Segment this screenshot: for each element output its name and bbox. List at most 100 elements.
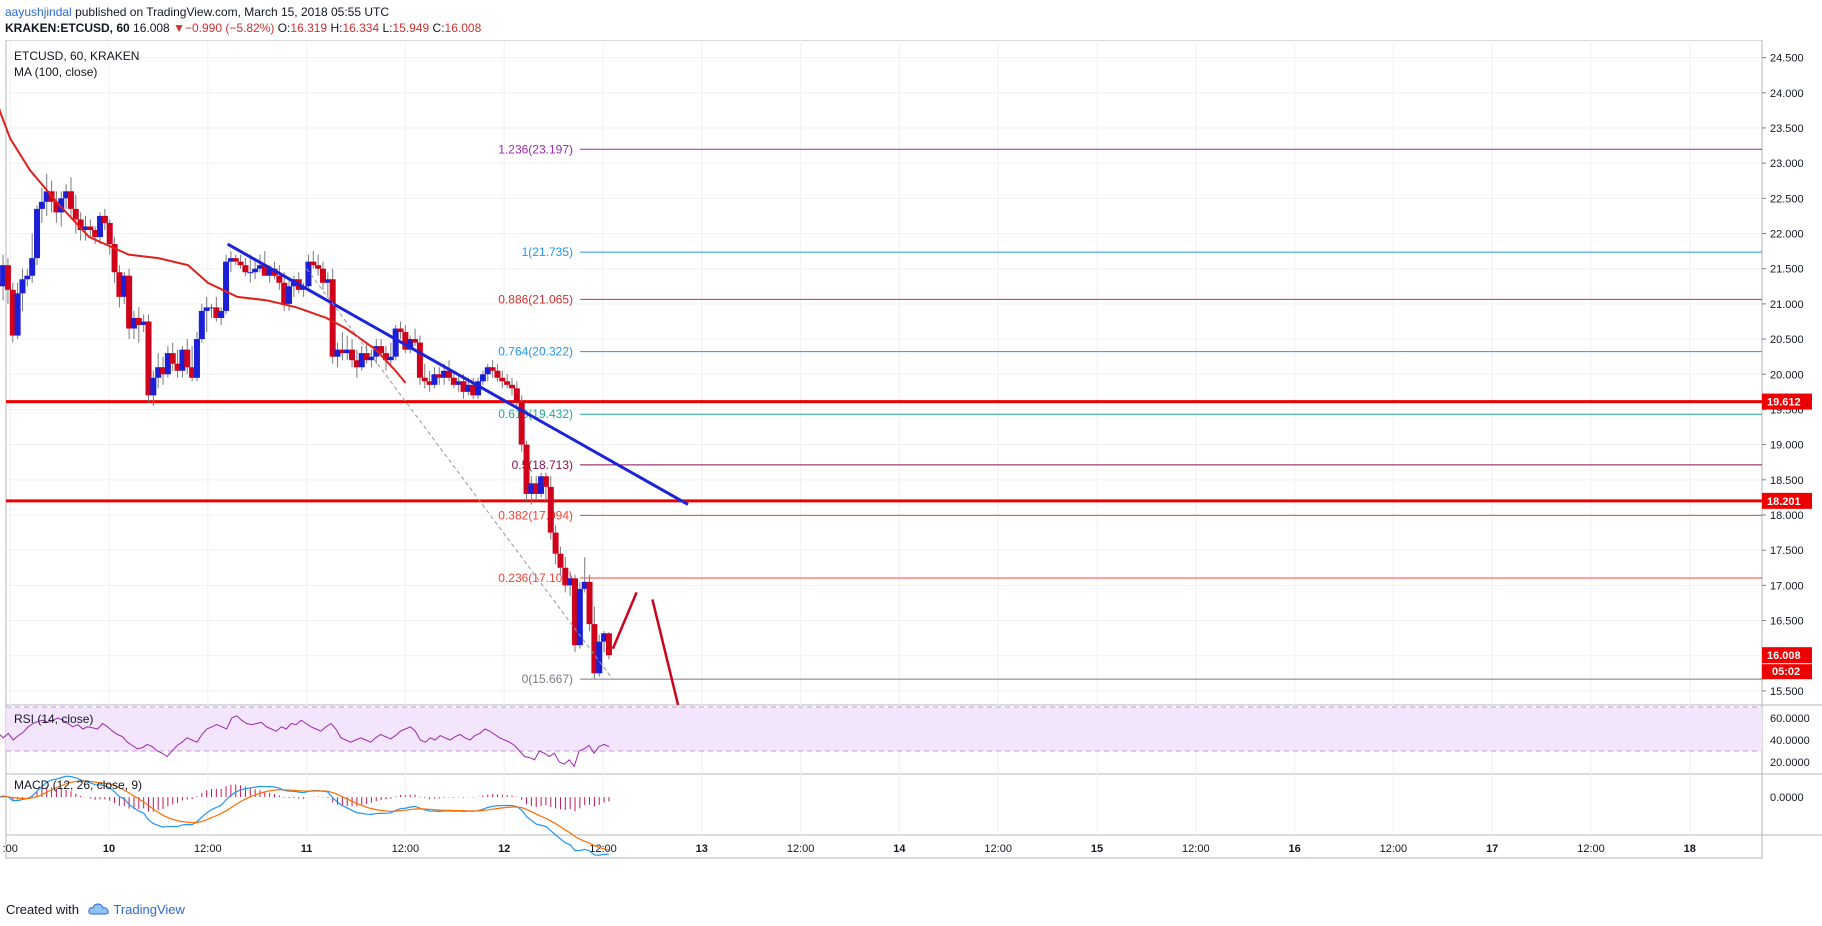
candle-down [397,328,404,333]
candle-up [223,261,230,311]
candle-up [567,578,574,586]
y-tick-label: 20.000 [1770,369,1804,381]
price-change: −0.990 (−5.82%) [184,21,275,35]
candle-up [538,476,545,494]
countdown-tag-text: 05:02 [1772,666,1800,678]
candle-down [281,282,288,304]
candle-up [19,279,26,294]
candle-down [232,258,239,262]
candle-up [97,215,104,238]
candle-down [242,265,249,273]
candle-up [0,265,7,287]
x-tick-label: 13 [696,843,708,855]
author-link[interactable]: aayushjindal [5,5,72,19]
candle-up [392,328,399,357]
candle-down [499,377,506,382]
candle-down [237,261,244,266]
price-level-tag [1762,492,1812,509]
y-tick-label: 19.000 [1770,440,1804,452]
x-tick-label: 10 [103,843,115,855]
candle-down [513,388,520,403]
candle-up [528,483,535,494]
fib-level-label: 0.764(20.322) [498,345,573,359]
candle-down [412,339,419,343]
candle-up [193,339,200,378]
candle-up [14,293,21,336]
price-level-tag-text: 18.201 [1767,496,1801,508]
ma-legend: MA (100, close) [14,65,97,79]
fib-level-label: 1(21.735) [522,245,573,259]
candle-up [130,317,137,329]
candle-down [460,381,467,392]
candle-down [92,230,99,238]
candle-down [261,265,268,276]
candle-up [34,208,41,259]
fib-level-label: 1.236(23.197) [498,142,573,156]
fib-level-label: 0.5(18.713) [512,458,573,472]
candle-down [213,307,220,318]
y-tick-label: 18.000 [1770,510,1804,522]
y-tick-label: 20.500 [1770,334,1804,346]
fib-level-label: 0.236(17.105) [498,571,573,585]
candle-up [43,191,50,202]
candle-down [67,191,74,209]
candle-down [353,360,360,368]
y-tick-label: 24.500 [1770,53,1804,65]
candle-up [29,258,36,276]
candle-down [426,381,433,385]
open-value: 16.319 [290,21,328,35]
created-with-text: Created with [6,902,79,917]
candle-up [576,588,583,646]
symbol-line: KRAKEN:ETCUSD, 60 16.008 ▼−0.990 (−5.82%… [5,21,481,35]
low-value: 15.949 [392,21,430,35]
fib-base-dashed-line [306,268,614,680]
candle-up [218,310,225,318]
candle-down [72,208,79,220]
y-tick-label: 24.000 [1770,88,1804,100]
candle-down [116,272,123,297]
candle-up [455,381,462,385]
candle-down [552,532,559,554]
x-tick-label: 12:00 [787,843,815,855]
macd-legend: MACD (12, 26, close, 9) [14,778,142,792]
tradingview-brand: TradingView [113,902,185,917]
candle-down [562,567,569,586]
projection-down-line [651,599,680,706]
candle-up [150,377,157,396]
candle-up [431,374,438,385]
rsi-tick-label: 40.0000 [1770,735,1810,747]
fib-level-label: 0(15.667) [522,672,573,686]
published-text: published on TradingView.com, March 15, … [75,5,390,19]
x-tick-label: 12:00 [1182,843,1210,855]
candle-up [601,633,608,642]
candle-up [358,353,365,368]
candle-down [87,226,94,230]
candle-up [387,356,394,361]
price-chart[interactable]: :00 10 12:00 11 12:00 12 12:00 13 12:00 14 12:00 15… [0,40,1822,900]
macd-tick-label: 0.0000 [1770,792,1804,804]
candle-up [63,191,70,199]
high-label: H: [330,21,343,35]
x-tick-label: 14 [893,843,906,855]
candle-down [9,289,16,336]
candle-down [542,476,549,487]
x-tick-label: 12:00 [1577,843,1605,855]
candle-down [421,377,428,382]
candle-up [227,258,234,262]
candle-up [24,275,31,280]
candle-down [402,332,409,350]
candle-up [164,353,171,375]
x-tick-label: 16 [1288,843,1300,855]
candle-up [441,370,448,378]
tradingview-logo[interactable]: TradingView [88,902,185,917]
y-tick-label: 21.000 [1770,299,1804,311]
x-tick-label: 18 [1684,843,1696,855]
candle-up [203,307,210,311]
candle-up [121,275,128,297]
candle-down [189,367,196,378]
x-tick-label: 12 [498,843,510,855]
candle-down [416,342,423,378]
candle-down [436,374,443,378]
candle-down [145,321,152,396]
candle-down [489,367,496,371]
